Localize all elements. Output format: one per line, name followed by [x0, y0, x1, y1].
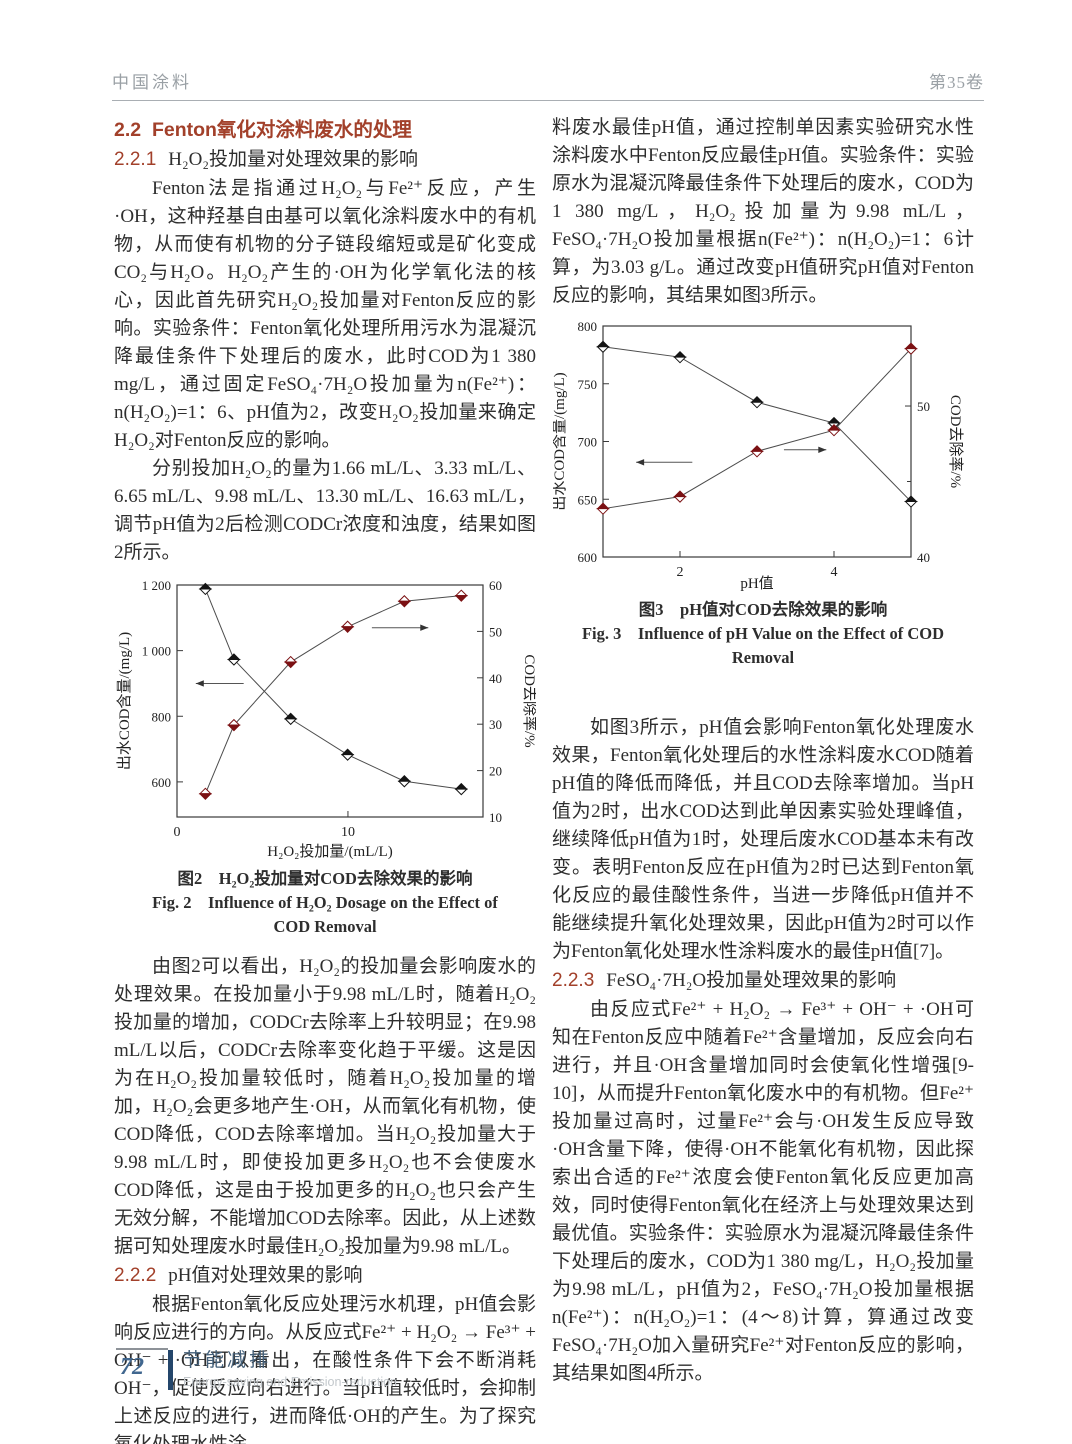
figure-3-caption-cn: 图3 pH值对COD去除效果的影响: [638, 600, 888, 619]
figure-3-caption-en: Fig. 3 Influence of pH Value on the Effe…: [581, 624, 945, 667]
figure-3-chart: 2 4 600 650 700 750 800 40 50 pH值 出水COD含量/(mg/L) CO…: [553, 319, 964, 592]
figure-3: 2 4 600 650 700 750 800 40 50 pH值 出水COD含量/(mg/L) CO…: [552, 316, 974, 670]
svg-text:20: 20: [489, 764, 502, 779]
svg-text:600: 600: [151, 775, 171, 790]
page-number: 72: [120, 1354, 144, 1380]
svg-text:H₂O₂投加量/(mL/L): H₂O₂投加量/(mL/L): [267, 843, 392, 860]
svg-text:pH值: pH值: [740, 575, 773, 592]
svg-text:50: 50: [917, 399, 930, 414]
svg-text:10: 10: [489, 810, 502, 825]
svg-text:600: 600: [577, 550, 597, 565]
right-column: 料废水最佳pH值，通过控制单因素实验研究水性涂料废水中Fenton反应最佳pH值…: [552, 114, 974, 1444]
svg-text:50: 50: [489, 624, 502, 639]
footer-section-cn: 节能减排: [183, 1350, 272, 1371]
svg-text:出水COD含量/(mg/L): 出水COD含量/(mg/L): [116, 632, 133, 770]
footer-rule: [116, 1348, 168, 1350]
svg-text:650: 650: [577, 492, 597, 507]
figure-2-chart: 0 10 600 800 1 000 1 200 10 20 30 40 50 60 H₂O₂投加量/(…: [116, 578, 536, 860]
figure-2-caption-en: Fig. 2 Influence of H₂O₂ Dosage on the E…: [152, 893, 498, 936]
footer-divider-bar: [168, 1350, 173, 1390]
journal-title: 中国涂料: [112, 73, 192, 92]
volume-label: 第35卷: [929, 73, 984, 92]
svg-text:40: 40: [917, 550, 930, 565]
svg-text:2: 2: [676, 565, 683, 580]
section-heading-2-2: 2.2 Fenton氧化对涂料废水的处理: [114, 119, 412, 141]
svg-text:COD去除率/%: COD去除率/%: [947, 395, 964, 488]
section-heading-2-2-3: 2.2.3 FeSO₄·7H₂O投加量处理效果的影响: [552, 970, 897, 991]
svg-text:30: 30: [489, 717, 502, 732]
paragraph: 根据Fenton氧化反应处理污水机理，pH值会影响反应进行的方向。从反应式Fe²…: [114, 1294, 536, 1444]
svg-text:1 000: 1 000: [141, 644, 170, 659]
paragraph: Fenton法是指通过H₂O₂与Fe²⁺反应，产生·OH，这种羟基自由基可以氧化…: [114, 178, 536, 451]
paragraph: 由图2可以看出，H₂O₂的投加量会影响废水的处理效果。在投加量小于9.98 mL…: [114, 956, 536, 1257]
svg-text:COD去除率/%: COD去除率/%: [521, 654, 536, 747]
page-footer: 72 节能减排 Energy-saving and Emission-reduc…: [116, 1348, 397, 1390]
svg-text:40: 40: [489, 671, 502, 686]
paragraph: 如图3所示，pH值会影响Fenton氧化处理废水效果，Fenton氧化处理后的水…: [552, 717, 974, 962]
svg-text:0: 0: [173, 825, 180, 840]
svg-text:750: 750: [577, 377, 597, 392]
footer-section-en: Energy-saving and Emission-reduction: [183, 1375, 397, 1389]
section-heading-2-2-2: 2.2.2 pH值对处理效果的影响: [114, 1265, 363, 1286]
paragraph: 料废水最佳pH值，通过控制单因素实验研究水性涂料废水中Fenton反应最佳pH值…: [552, 117, 974, 306]
svg-text:800: 800: [151, 709, 171, 724]
footer-section-block: 节能减排 Energy-saving and Emission-reductio…: [183, 1348, 397, 1390]
svg-text:700: 700: [577, 435, 597, 450]
svg-text:1 200: 1 200: [141, 578, 170, 593]
two-column-content: 2.2 Fenton氧化对涂料废水的处理 2.2.1 H₂O₂投加量对处理效果的影…: [114, 114, 974, 1444]
left-column: 2.2 Fenton氧化对涂料废水的处理 2.2.1 H₂O₂投加量对处理效果的影…: [114, 114, 536, 1444]
paragraph: 分别投加H₂O₂的量为1.66 mL/L、3.33 mL/L、6.65 mL/L…: [114, 458, 536, 563]
section-heading-2-2-1: 2.2.1 H₂O₂投加量对处理效果的影响: [114, 149, 418, 170]
svg-text:10: 10: [340, 825, 354, 840]
page-number-block: 72: [116, 1348, 168, 1381]
figure-2-caption-cn: 图2 H₂O₂投加量对COD去除效果的影响: [177, 869, 473, 888]
page-header: 中国涂料 第35卷: [112, 68, 984, 101]
svg-text:4: 4: [830, 565, 837, 580]
svg-text:60: 60: [489, 578, 502, 593]
figure-2: 0 10 600 800 1 000 1 200 10 20 30 40 50 60 H₂O₂投加量/(…: [114, 573, 536, 939]
paragraph: 由反应式Fe²⁺ + H₂O₂ → Fe³⁺ + OH⁻ + ·OH可知在Fen…: [552, 999, 974, 1384]
svg-text:出水COD含量/(mg/L): 出水COD含量/(mg/L): [553, 372, 568, 510]
svg-text:800: 800: [577, 319, 597, 334]
